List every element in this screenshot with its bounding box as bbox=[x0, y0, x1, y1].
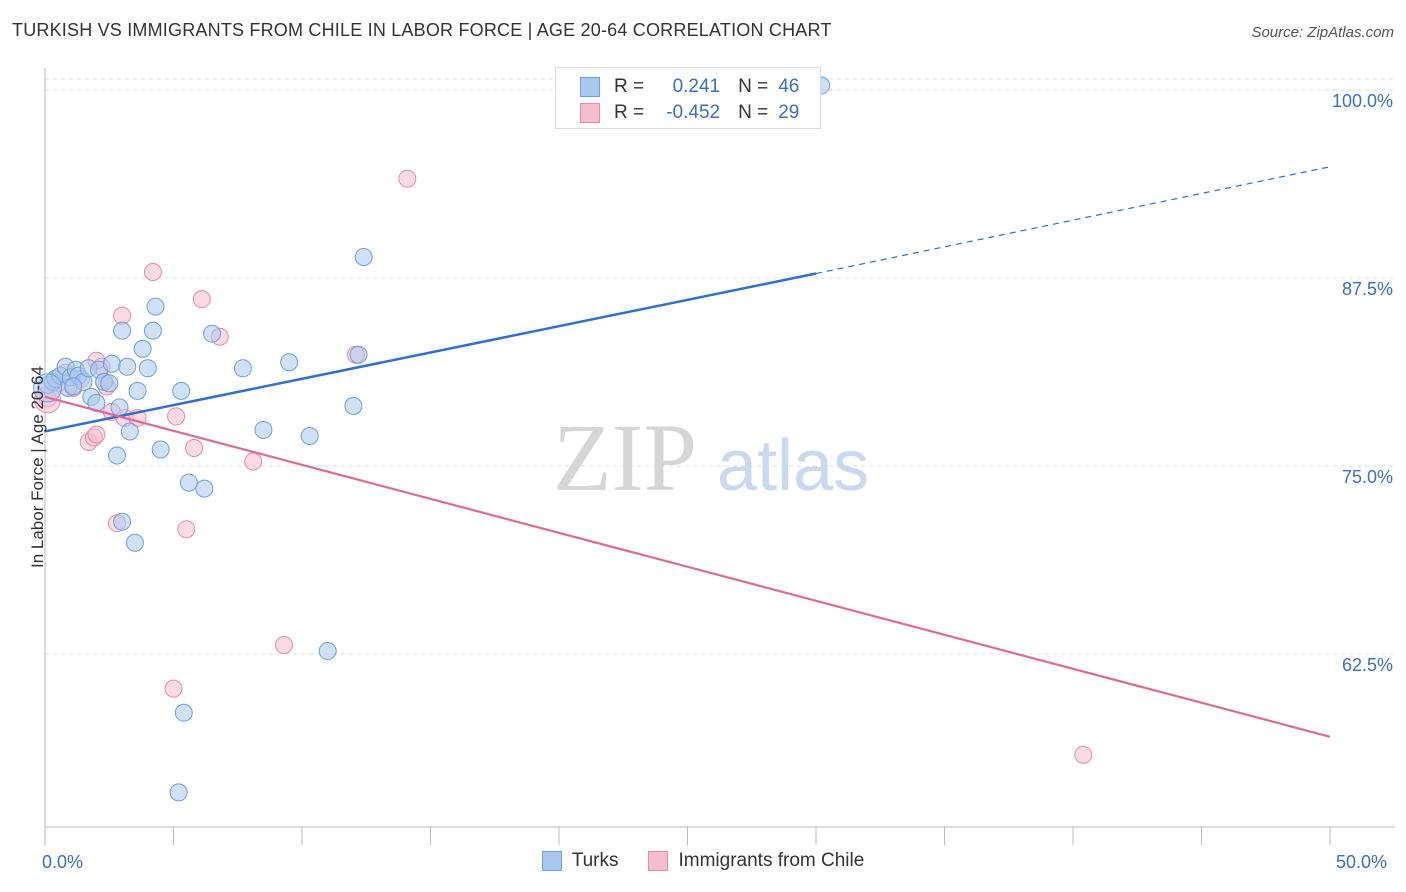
chile-n-label: N = bbox=[738, 102, 769, 123]
chile-n-value: 29 bbox=[778, 102, 800, 123]
y-tick-label: 87.5% bbox=[1342, 279, 1393, 299]
turks-point bbox=[354, 247, 373, 266]
turks-point bbox=[102, 354, 121, 373]
source-label: Source: ZipAtlas.com bbox=[1251, 24, 1394, 41]
chile-r-label: R = bbox=[614, 102, 645, 123]
turks-point bbox=[133, 339, 152, 358]
turks-point bbox=[300, 426, 319, 445]
turks-point bbox=[64, 377, 83, 396]
chile-point bbox=[1074, 745, 1093, 764]
chile-point bbox=[167, 407, 186, 426]
watermark-zip: ZIP bbox=[553, 404, 697, 511]
turks-point bbox=[280, 353, 299, 372]
legend: Turks Immigrants from Chile bbox=[0, 850, 1406, 872]
turks-point bbox=[113, 321, 132, 340]
turks-r-value: 0.241 bbox=[672, 76, 721, 97]
turks-point bbox=[113, 512, 132, 531]
chile-point bbox=[185, 438, 204, 457]
turks-point bbox=[110, 398, 129, 417]
x-tick-right: 50.0% bbox=[1336, 852, 1388, 872]
watermark: ZIP atlas bbox=[553, 404, 869, 511]
turks-point bbox=[169, 783, 188, 802]
legend-label-turks: Turks bbox=[571, 850, 619, 871]
turks-point bbox=[100, 374, 119, 393]
turks-point bbox=[172, 381, 191, 400]
turks-point bbox=[128, 381, 147, 400]
turks-point bbox=[344, 396, 363, 415]
stats-box: R = 0.241 N = 46 R = -0.452 N = 29 bbox=[555, 67, 821, 129]
turks-point bbox=[254, 420, 273, 439]
chile-swatch bbox=[580, 103, 600, 123]
chile-point bbox=[398, 169, 417, 188]
turks-swatch bbox=[580, 77, 600, 97]
turks-point bbox=[146, 297, 165, 316]
turks-point bbox=[138, 359, 157, 378]
turks-point bbox=[107, 446, 126, 465]
legend-label-chile: Immigrants from Chile bbox=[678, 850, 865, 871]
legend-item-turks[interactable]: Turks bbox=[541, 850, 619, 872]
chile-point bbox=[192, 290, 211, 309]
y-tick-label: 62.5% bbox=[1342, 655, 1393, 675]
chile-point bbox=[164, 679, 183, 698]
chile-point bbox=[143, 263, 162, 282]
turks-point bbox=[174, 703, 193, 722]
chile-point bbox=[177, 520, 196, 539]
chile-r-value: -0.452 bbox=[666, 102, 721, 123]
turks-n-label: N = bbox=[738, 76, 769, 97]
turks-point bbox=[118, 357, 137, 376]
axes bbox=[44, 68, 1395, 845]
legend-swatch-chile bbox=[648, 851, 669, 871]
turks-point bbox=[318, 642, 337, 661]
turks-point bbox=[179, 473, 198, 492]
y-tick-labels: 100.0% 87.5% 75.0% 62.5% bbox=[1332, 91, 1393, 675]
stats-row-chile: R = -0.452 N = 29 bbox=[580, 100, 799, 126]
chart-title: TURKISH VS IMMIGRANTS FROM CHILE IN LABO… bbox=[12, 20, 832, 40]
turks-points bbox=[33, 76, 831, 802]
turks-point bbox=[33, 373, 63, 403]
y-tick-label: 100.0% bbox=[1332, 91, 1393, 111]
turks-point bbox=[195, 479, 214, 498]
turks-r-label: R = bbox=[614, 76, 645, 97]
turks-point bbox=[120, 422, 139, 441]
watermark-atlas: atlas bbox=[717, 426, 869, 506]
turks-point bbox=[349, 345, 368, 364]
y-axis-label: In Labor Force | Age 20-64 bbox=[28, 366, 47, 568]
turks-trend-line bbox=[44, 272, 817, 433]
y-tick-label: 75.0% bbox=[1342, 467, 1393, 487]
turks-point bbox=[233, 359, 252, 378]
turks-point bbox=[203, 324, 222, 343]
trend-lines bbox=[44, 166, 1331, 738]
chile-point bbox=[87, 425, 106, 444]
legend-swatch-turks bbox=[541, 851, 562, 871]
stats-row-turks: R = 0.241 N = 46 bbox=[580, 74, 799, 100]
turks-n-value: 46 bbox=[778, 76, 800, 97]
turks-point bbox=[143, 321, 162, 340]
turks-point bbox=[125, 533, 144, 552]
x-tick-left: 0.0% bbox=[42, 852, 84, 872]
turks-trend-extension bbox=[815, 166, 1331, 275]
chile-point bbox=[275, 636, 294, 655]
legend-item-chile[interactable]: Immigrants from Chile bbox=[648, 850, 864, 872]
chile-point bbox=[113, 306, 132, 325]
chile-point bbox=[244, 452, 263, 471]
turks-point bbox=[151, 440, 170, 459]
chile-trend-line bbox=[44, 395, 1331, 738]
